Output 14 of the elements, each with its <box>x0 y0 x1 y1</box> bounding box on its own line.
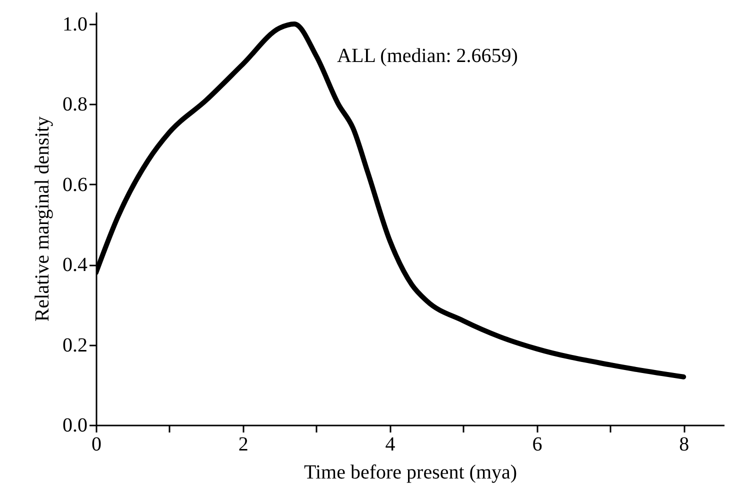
y-tick-label: 0.8 <box>62 94 88 116</box>
x-tick-label: 6 <box>532 434 542 456</box>
y-tick-label: 0.6 <box>62 174 88 196</box>
y-tick-label: 0.0 <box>62 414 88 436</box>
x-tick-label: 2 <box>238 434 248 456</box>
y-tick-label: 0.2 <box>62 334 88 356</box>
x-tick-label: 8 <box>679 434 690 456</box>
y-tick-label: 1.0 <box>62 14 88 36</box>
y-axis-title: Relative marginal density <box>32 116 54 322</box>
x-tick-label: 4 <box>385 434 396 456</box>
y-tick-label: 0.4 <box>62 254 88 276</box>
x-tick-label: 0 <box>92 434 102 456</box>
annotation: ALL (median: 2.6659) <box>337 45 518 68</box>
x-axis-title: Time before present (mya) <box>304 462 518 484</box>
